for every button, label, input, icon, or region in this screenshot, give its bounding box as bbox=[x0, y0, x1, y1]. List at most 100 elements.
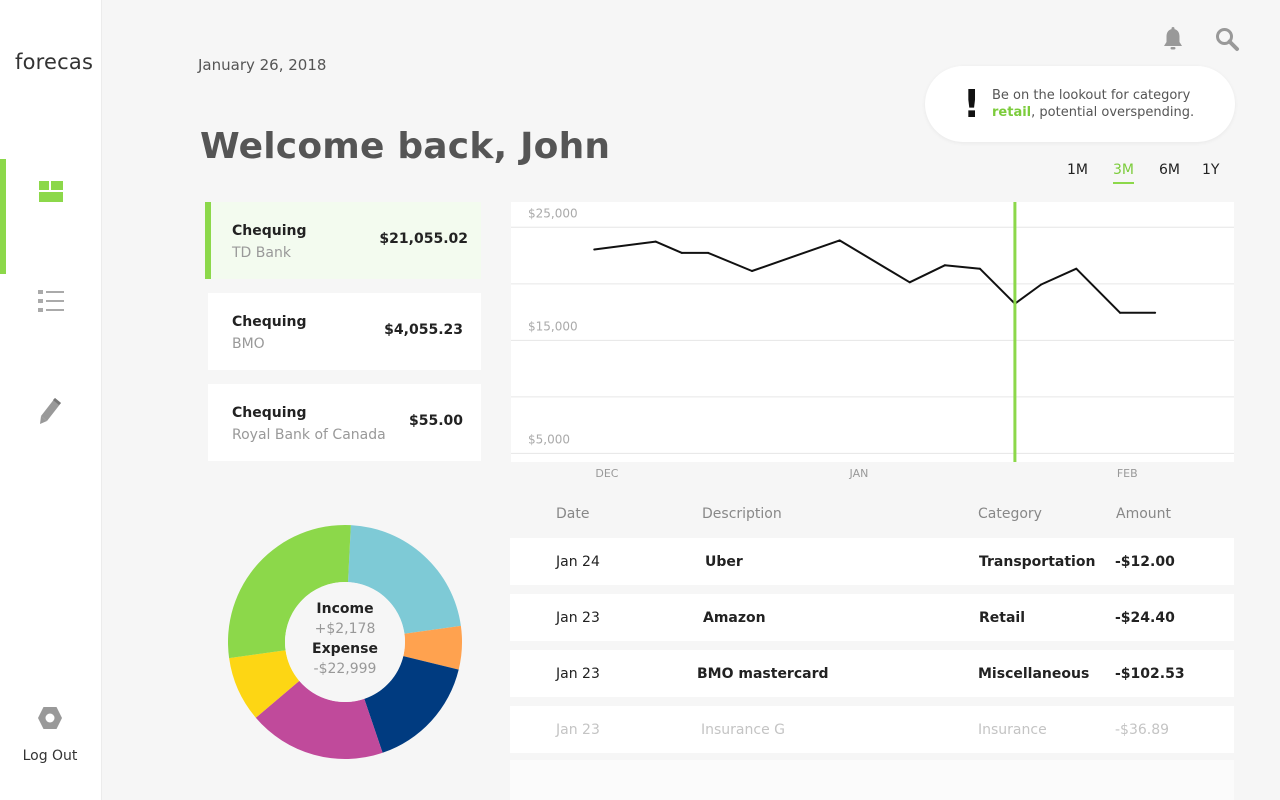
header-date[interactable]: Date bbox=[556, 506, 590, 522]
page-title: Welcome back, John bbox=[200, 126, 611, 167]
chart-x-axis: DEC JAN FEB bbox=[511, 467, 1234, 483]
alert-prefix: Be on the lookout for category bbox=[992, 88, 1191, 103]
balance-point bbox=[1154, 311, 1157, 314]
row-date: Jan 23 bbox=[556, 610, 600, 626]
donut-segment[interactable] bbox=[255, 680, 383, 759]
alert-suffix: , potential overspending. bbox=[1031, 105, 1195, 120]
account-card-td[interactable]: Chequing TD Bank $21,055.02 bbox=[205, 202, 481, 279]
y-tick-label: $5,000 bbox=[528, 432, 570, 446]
current-date: January 26, 2018 bbox=[198, 56, 327, 74]
balance-point bbox=[680, 251, 683, 254]
search-icon bbox=[1216, 28, 1239, 51]
header-category[interactable]: Category bbox=[978, 506, 1042, 522]
donut-segment[interactable] bbox=[364, 656, 459, 753]
bell-icon bbox=[1164, 27, 1182, 50]
account-balance: $21,055.02 bbox=[379, 231, 468, 247]
table-row-partial bbox=[510, 760, 1234, 800]
range-1m[interactable]: 1M bbox=[1067, 162, 1088, 178]
expense-donut-svg bbox=[228, 525, 462, 759]
account-bank: Royal Bank of Canada bbox=[232, 427, 386, 443]
row-category: Miscellaneous bbox=[978, 666, 1090, 682]
search-button[interactable] bbox=[1214, 26, 1240, 52]
row-category: Retail bbox=[979, 610, 1026, 626]
row-description: Amazon bbox=[703, 610, 766, 626]
donut-segment[interactable] bbox=[229, 650, 300, 718]
balance-point bbox=[908, 281, 911, 284]
balance-point bbox=[654, 240, 657, 243]
account-bank: BMO bbox=[232, 336, 265, 352]
account-balance: $55.00 bbox=[408, 413, 463, 429]
balance-point bbox=[1075, 267, 1078, 270]
row-amount: -$36.89 bbox=[1115, 722, 1170, 738]
x-tick-label: DEC bbox=[595, 467, 619, 480]
hexagon-icon bbox=[38, 707, 62, 729]
nav-dashboard[interactable] bbox=[0, 159, 102, 274]
x-tick-label: JAN bbox=[849, 467, 869, 480]
row-description: Insurance G bbox=[701, 722, 785, 738]
balance-point bbox=[1040, 283, 1043, 286]
row-amount: -$102.53 bbox=[1115, 666, 1185, 682]
donut-segment[interactable] bbox=[403, 625, 462, 670]
list-icon bbox=[38, 290, 64, 312]
account-bank: TD Bank bbox=[232, 245, 291, 261]
spending-alert: ! Be on the lookout for category retail,… bbox=[925, 66, 1235, 142]
alert-category[interactable]: retail bbox=[992, 105, 1032, 120]
balance-point bbox=[1119, 311, 1122, 314]
account-type: Chequing bbox=[232, 314, 307, 330]
y-tick-label: $15,000 bbox=[528, 319, 578, 333]
y-tick-label: $25,000 bbox=[528, 206, 578, 220]
account-card-bmo[interactable]: Chequing BMO $4,055.23 bbox=[208, 293, 481, 370]
balance-series-line bbox=[594, 239, 1156, 314]
range-1y[interactable]: 1Y bbox=[1202, 162, 1220, 178]
row-amount: -$12.00 bbox=[1115, 554, 1175, 570]
row-date: Jan 23 bbox=[556, 722, 600, 738]
row-category: Transportation bbox=[979, 554, 1096, 570]
brand-logo: forecas bbox=[15, 50, 94, 74]
balance-point bbox=[943, 264, 946, 267]
pencil-icon bbox=[40, 398, 61, 424]
balance-point bbox=[593, 248, 596, 251]
logout-button[interactable]: Log Out bbox=[0, 706, 100, 764]
balance-point bbox=[751, 269, 753, 272]
balance-chart-svg: $25,000 $15,000 $5,000 bbox=[511, 202, 1234, 462]
alert-exclamation-icon: ! bbox=[963, 82, 981, 126]
range-6m[interactable]: 6M bbox=[1159, 162, 1180, 178]
row-description: Uber bbox=[705, 554, 743, 570]
table-row[interactable]: Jan 23 BMO mastercard Miscellaneous -$10… bbox=[510, 650, 1234, 697]
balance-point bbox=[838, 239, 841, 242]
sidebar: forecas Log Out bbox=[0, 0, 102, 800]
donut-segment[interactable] bbox=[347, 525, 461, 634]
row-category: Insurance bbox=[978, 722, 1047, 738]
donut-segment[interactable] bbox=[228, 525, 351, 659]
account-type: Chequing bbox=[232, 405, 307, 421]
income-label: Income bbox=[316, 601, 374, 617]
account-card-rbc[interactable]: Chequing Royal Bank of Canada $55.00 bbox=[208, 384, 481, 461]
income-value: +$2,178 bbox=[314, 621, 376, 637]
alert-message: Be on the lookout for category retail, p… bbox=[992, 87, 1222, 121]
row-date: Jan 23 bbox=[556, 666, 600, 682]
expense-label: Expense bbox=[312, 641, 378, 657]
time-range-selector: 1M 3M 6M 1Y bbox=[1060, 162, 1230, 186]
expense-value: -$22,999 bbox=[313, 661, 377, 677]
donut-summary: Income +$2,178 Expense -$22,999 bbox=[285, 582, 405, 702]
row-date: Jan 24 bbox=[556, 554, 600, 570]
x-tick-label: FEB bbox=[1116, 467, 1138, 480]
dashboard-icon bbox=[39, 181, 63, 202]
header-description[interactable]: Description bbox=[702, 506, 782, 522]
header-amount[interactable]: Amount bbox=[1116, 506, 1172, 522]
logout-label: Log Out bbox=[22, 748, 78, 764]
table-row[interactable]: Jan 23 Amazon Retail -$24.40 bbox=[510, 594, 1234, 641]
account-balance: $4,055.23 bbox=[384, 322, 463, 338]
notifications-button[interactable] bbox=[1160, 26, 1186, 52]
table-row[interactable]: Jan 24 Uber Transportation -$12.00 bbox=[510, 538, 1234, 585]
nav-transactions[interactable] bbox=[0, 271, 102, 331]
table-row[interactable]: Jan 23 Insurance G Insurance -$36.89 bbox=[510, 706, 1234, 753]
donut-hole bbox=[285, 582, 405, 702]
expense-donut bbox=[227, 524, 463, 760]
account-type: Chequing bbox=[232, 223, 307, 239]
balance-point bbox=[707, 251, 710, 254]
nav-edit[interactable] bbox=[0, 381, 102, 441]
row-description: BMO mastercard bbox=[697, 666, 829, 682]
range-3m[interactable]: 3M bbox=[1113, 162, 1134, 184]
row-amount: -$24.40 bbox=[1115, 610, 1175, 626]
